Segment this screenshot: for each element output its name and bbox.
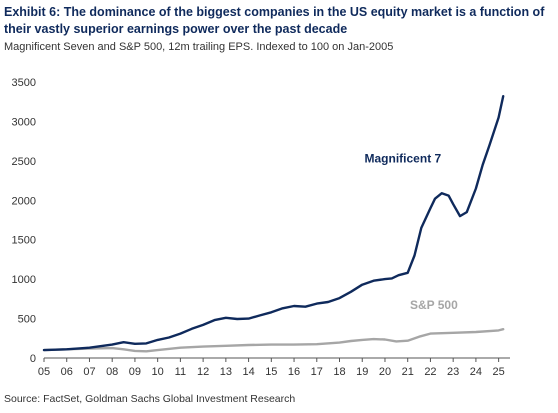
y-tick-label: 2000 — [12, 195, 36, 207]
x-tick-label: 09 — [129, 366, 141, 378]
x-tick-label: 10 — [152, 366, 164, 378]
x-tick-label: 20 — [379, 366, 391, 378]
x-tick-label: 19 — [356, 366, 368, 378]
y-tick-label: 500 — [18, 314, 36, 326]
x-tick-label: 17 — [311, 366, 323, 378]
source-note: Source: FactSet, Goldman Sachs Global In… — [4, 393, 296, 405]
y-tick-label: 1000 — [12, 274, 36, 286]
x-tick-label: 25 — [493, 366, 505, 378]
x-tick-label: 18 — [333, 366, 345, 378]
x-tick-label: 24 — [470, 366, 482, 378]
y-tick-label: 3500 — [12, 77, 36, 89]
annotations: Magnificent 7 S&P 500 — [365, 151, 459, 312]
chart-subtitle: Magnificent Seven and S&P 500, 12m trail… — [4, 41, 394, 53]
y-tick-label: 0 — [30, 353, 36, 365]
x-tick-label: 11 — [175, 366, 186, 378]
series-line-magnificent-7 — [42, 94, 505, 352]
x-tick-label: 16 — [288, 366, 300, 378]
series-label: S&P 500 — [410, 298, 458, 312]
series-group — [42, 94, 505, 353]
y-tick-label: 2500 — [12, 156, 36, 168]
x-tick-label: 22 — [424, 366, 436, 378]
chart-title: Exhibit 6: The dominance of the biggest … — [4, 5, 545, 36]
y-axis: 0 500 1000 1500 2000 2500 3000 3500 — [12, 77, 36, 365]
x-tick-label: 12 — [197, 366, 209, 378]
x-tick-label: 15 — [265, 366, 277, 378]
x-tick-label: 13 — [220, 366, 232, 378]
x-tick-label: 21 — [402, 366, 414, 378]
x-tick-label: 05 — [38, 366, 50, 378]
x-tick-label: 07 — [83, 366, 95, 378]
x-tick-label: 14 — [242, 366, 254, 378]
x-tick-label: 08 — [106, 366, 118, 378]
x-tick-label: 23 — [447, 366, 459, 378]
y-tick-label: 3000 — [12, 116, 36, 128]
y-tick-label: 1500 — [12, 235, 36, 247]
x-tick-label: 06 — [61, 366, 73, 378]
x-axis: 05 06 07 08 09 10 11 12 13 14 15 16 17 18 19 20 21 22 23 24… — [38, 358, 505, 378]
series-label: Magnificent 7 — [365, 151, 442, 165]
series-line-s-p-500 — [42, 328, 505, 353]
